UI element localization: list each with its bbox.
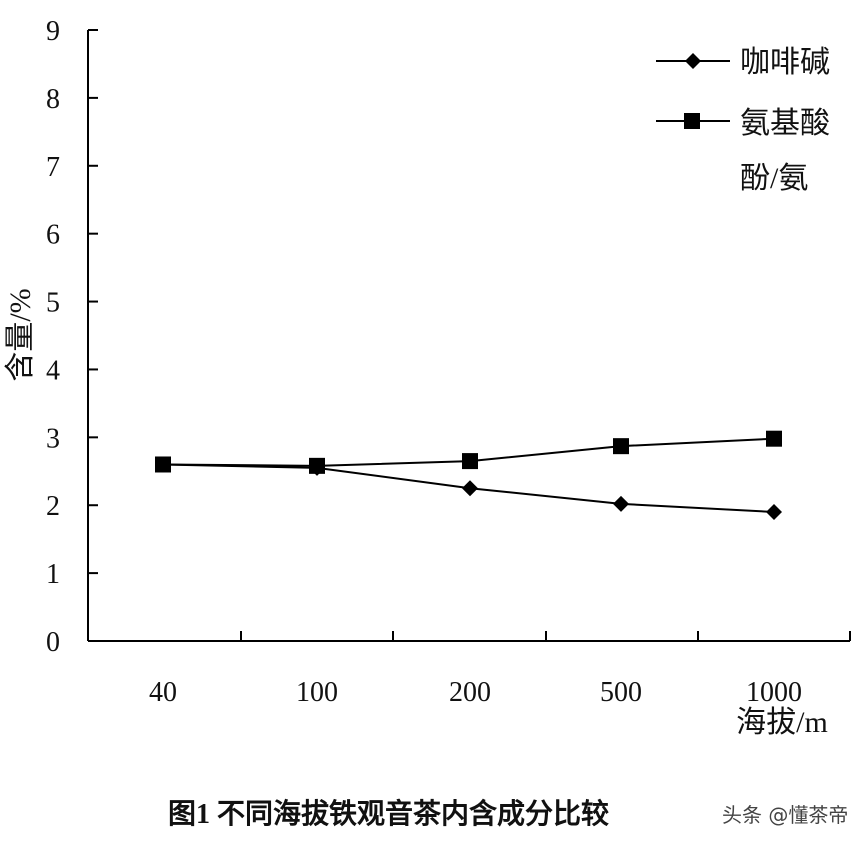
y-tick-label: 1 xyxy=(46,559,60,590)
data-point-caffeine xyxy=(613,495,629,512)
x-axis-title: 海拔/m xyxy=(736,706,828,739)
y-axis-title: 含量/% xyxy=(4,288,37,381)
y-ticks xyxy=(88,29,98,575)
data-point-amino-acid xyxy=(766,430,782,447)
legend-label-ratio: 酚/氨 xyxy=(740,162,808,195)
y-tick-label: 9 xyxy=(46,16,60,47)
figure-caption: 图1 不同海拔铁观音茶内含成分比较 xyxy=(168,797,609,830)
data-point-amino-acid xyxy=(462,453,478,470)
y-tick-label: 4 xyxy=(46,355,60,386)
data-point-caffeine xyxy=(766,504,782,521)
y-tick-label: 8 xyxy=(46,84,60,115)
y-tick-label: 3 xyxy=(46,423,60,454)
y-tick-label: 2 xyxy=(46,491,60,522)
x-ticks xyxy=(240,631,851,641)
watermark: 头条 @懂茶帝 xyxy=(722,803,848,827)
series-markers xyxy=(155,430,782,521)
legend-marker-caffeine xyxy=(685,53,701,69)
y-tick-label: 6 xyxy=(46,220,60,251)
x-tick-label: 200 xyxy=(449,677,491,708)
series-lines xyxy=(162,437,775,514)
y-tick-label: 7 xyxy=(46,152,60,183)
data-point-amino-acid xyxy=(613,438,629,455)
y-tick-labels: 0 1 2 3 4 5 6 7 8 9 xyxy=(46,16,60,658)
legend-label-amino: 氨基酸 xyxy=(740,107,830,140)
legend-marker-amino xyxy=(684,113,700,129)
x-tick-label: 1000 xyxy=(746,677,802,708)
y-tick-label: 0 xyxy=(46,627,60,658)
x-tick-label: 40 xyxy=(149,677,177,708)
y-tick-label: 5 xyxy=(46,288,60,319)
x-tick-label: 100 xyxy=(296,677,338,708)
data-point-amino-acid xyxy=(309,457,325,474)
x-tick-label: 500 xyxy=(600,677,642,708)
x-tick-labels: 40 100 200 500 1000 xyxy=(149,677,802,708)
data-point-amino-acid xyxy=(155,456,171,473)
data-point-caffeine xyxy=(462,480,478,497)
legend-label-caffeine: 咖啡碱 xyxy=(740,46,830,79)
legend: 咖啡碱 氨基酸 酚/氨 xyxy=(656,46,830,195)
